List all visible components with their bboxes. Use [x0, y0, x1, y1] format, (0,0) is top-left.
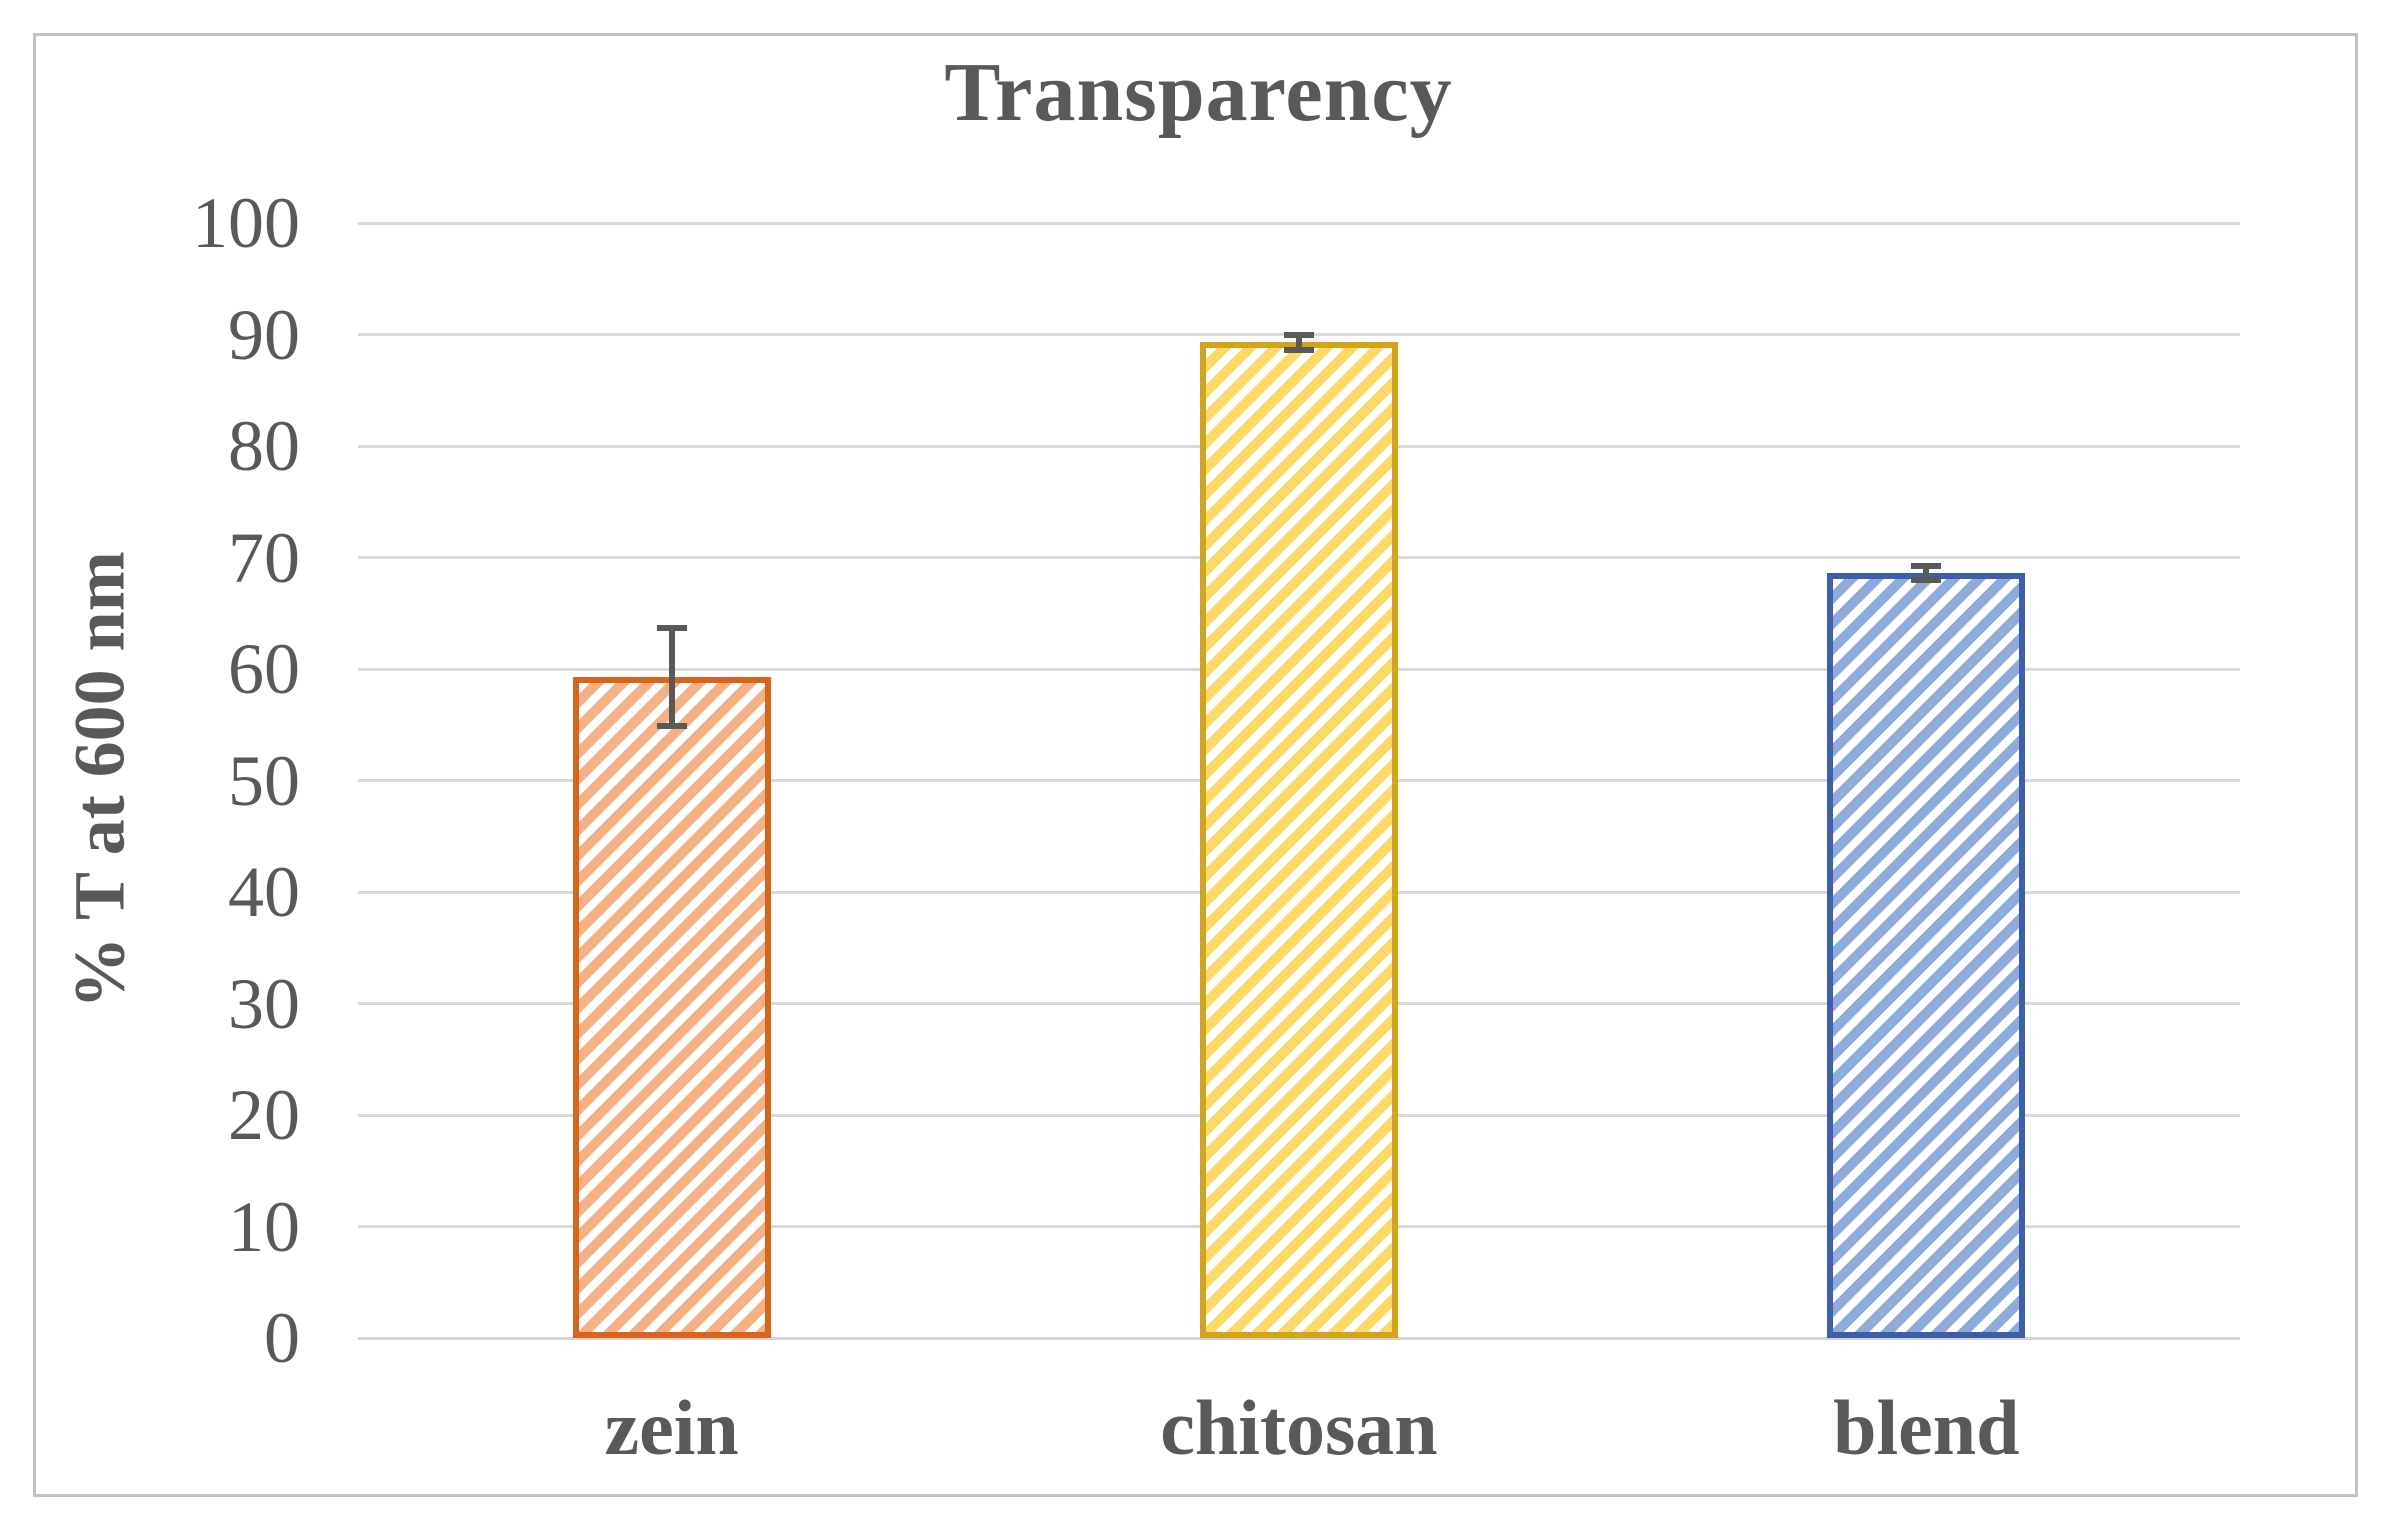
y-tick-label-50: 50	[228, 740, 300, 821]
error-bar-blend	[1923, 566, 1930, 580]
y-tick-label-70: 70	[228, 517, 300, 598]
error-bar-chitosan	[1296, 334, 1302, 351]
bar-blend	[1827, 573, 2026, 1338]
y-tick-label-80: 80	[228, 406, 300, 486]
error-bar-cap-bottom-chitosan	[1284, 347, 1314, 354]
y-tick-label-30: 30	[228, 963, 300, 1044]
bar-zein	[572, 676, 771, 1338]
y-tick-label-10: 10	[228, 1186, 300, 1267]
y-tick-label-40: 40	[228, 852, 300, 932]
gridline-100	[358, 221, 2240, 225]
error-bar-cap-top-chitosan	[1284, 331, 1314, 338]
y-tick-label-100: 100	[192, 183, 300, 263]
y-tick-label-60: 60	[228, 629, 300, 709]
error-bar-zein	[668, 627, 675, 726]
y-tick-label-20: 20	[228, 1075, 300, 1155]
error-bar-cap-bottom-blend	[1911, 576, 1942, 583]
error-bar-cap-top-zein	[656, 624, 687, 631]
y-tick-label-90: 90	[228, 294, 300, 375]
bar-chitosan	[1200, 342, 1398, 1338]
gridline-0	[358, 1336, 2240, 1340]
error-bar-cap-top-blend	[1911, 563, 1942, 570]
chart-title: Transparency	[944, 46, 1453, 139]
y-tick-label-0: 0	[264, 1298, 300, 1378]
x-label-zein: zein	[604, 1384, 739, 1471]
x-label-chitosan: chitosan	[1160, 1384, 1438, 1471]
x-label-blend: blend	[1833, 1384, 2020, 1471]
error-bar-cap-bottom-zein	[656, 722, 687, 729]
